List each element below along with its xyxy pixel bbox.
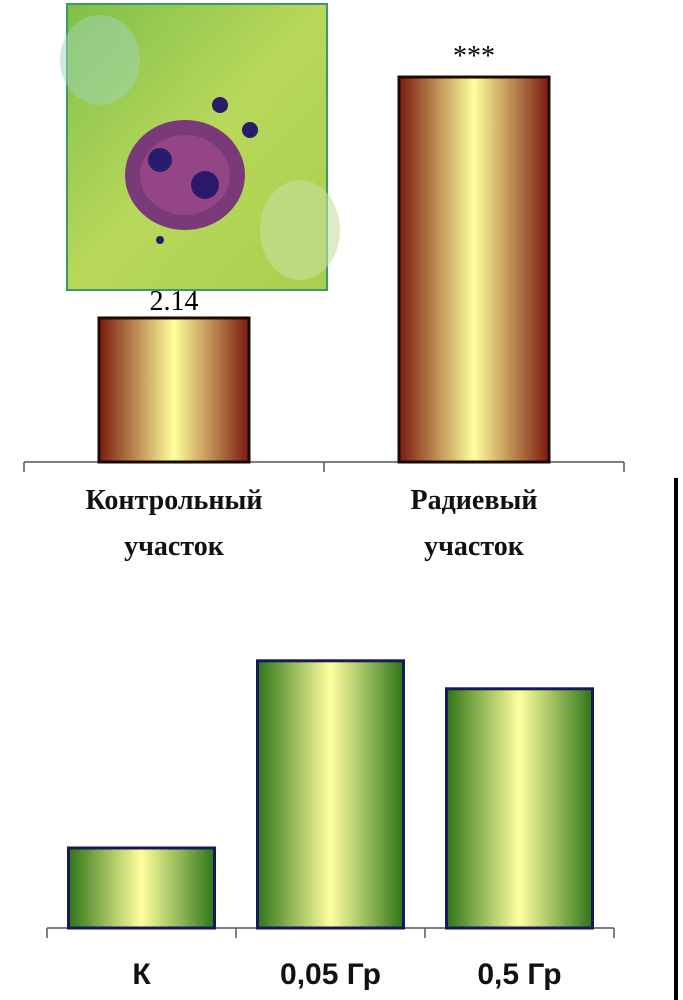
bar xyxy=(67,846,216,930)
x-tick-label: Контрольный участок xyxy=(85,485,263,562)
significance-label: *** xyxy=(453,41,495,72)
x-tick-label: 0,5 Гр xyxy=(477,958,562,991)
value-label: 2.14 xyxy=(150,286,199,317)
bar xyxy=(397,75,551,464)
bar xyxy=(97,316,251,464)
x-tick-label: Радиевый участок xyxy=(410,485,538,562)
bar xyxy=(256,659,405,930)
bar xyxy=(445,687,594,930)
micrograph xyxy=(60,3,340,291)
x-tick-label: 0,05 Гр xyxy=(280,958,381,991)
x-tick-label: К xyxy=(132,958,151,991)
